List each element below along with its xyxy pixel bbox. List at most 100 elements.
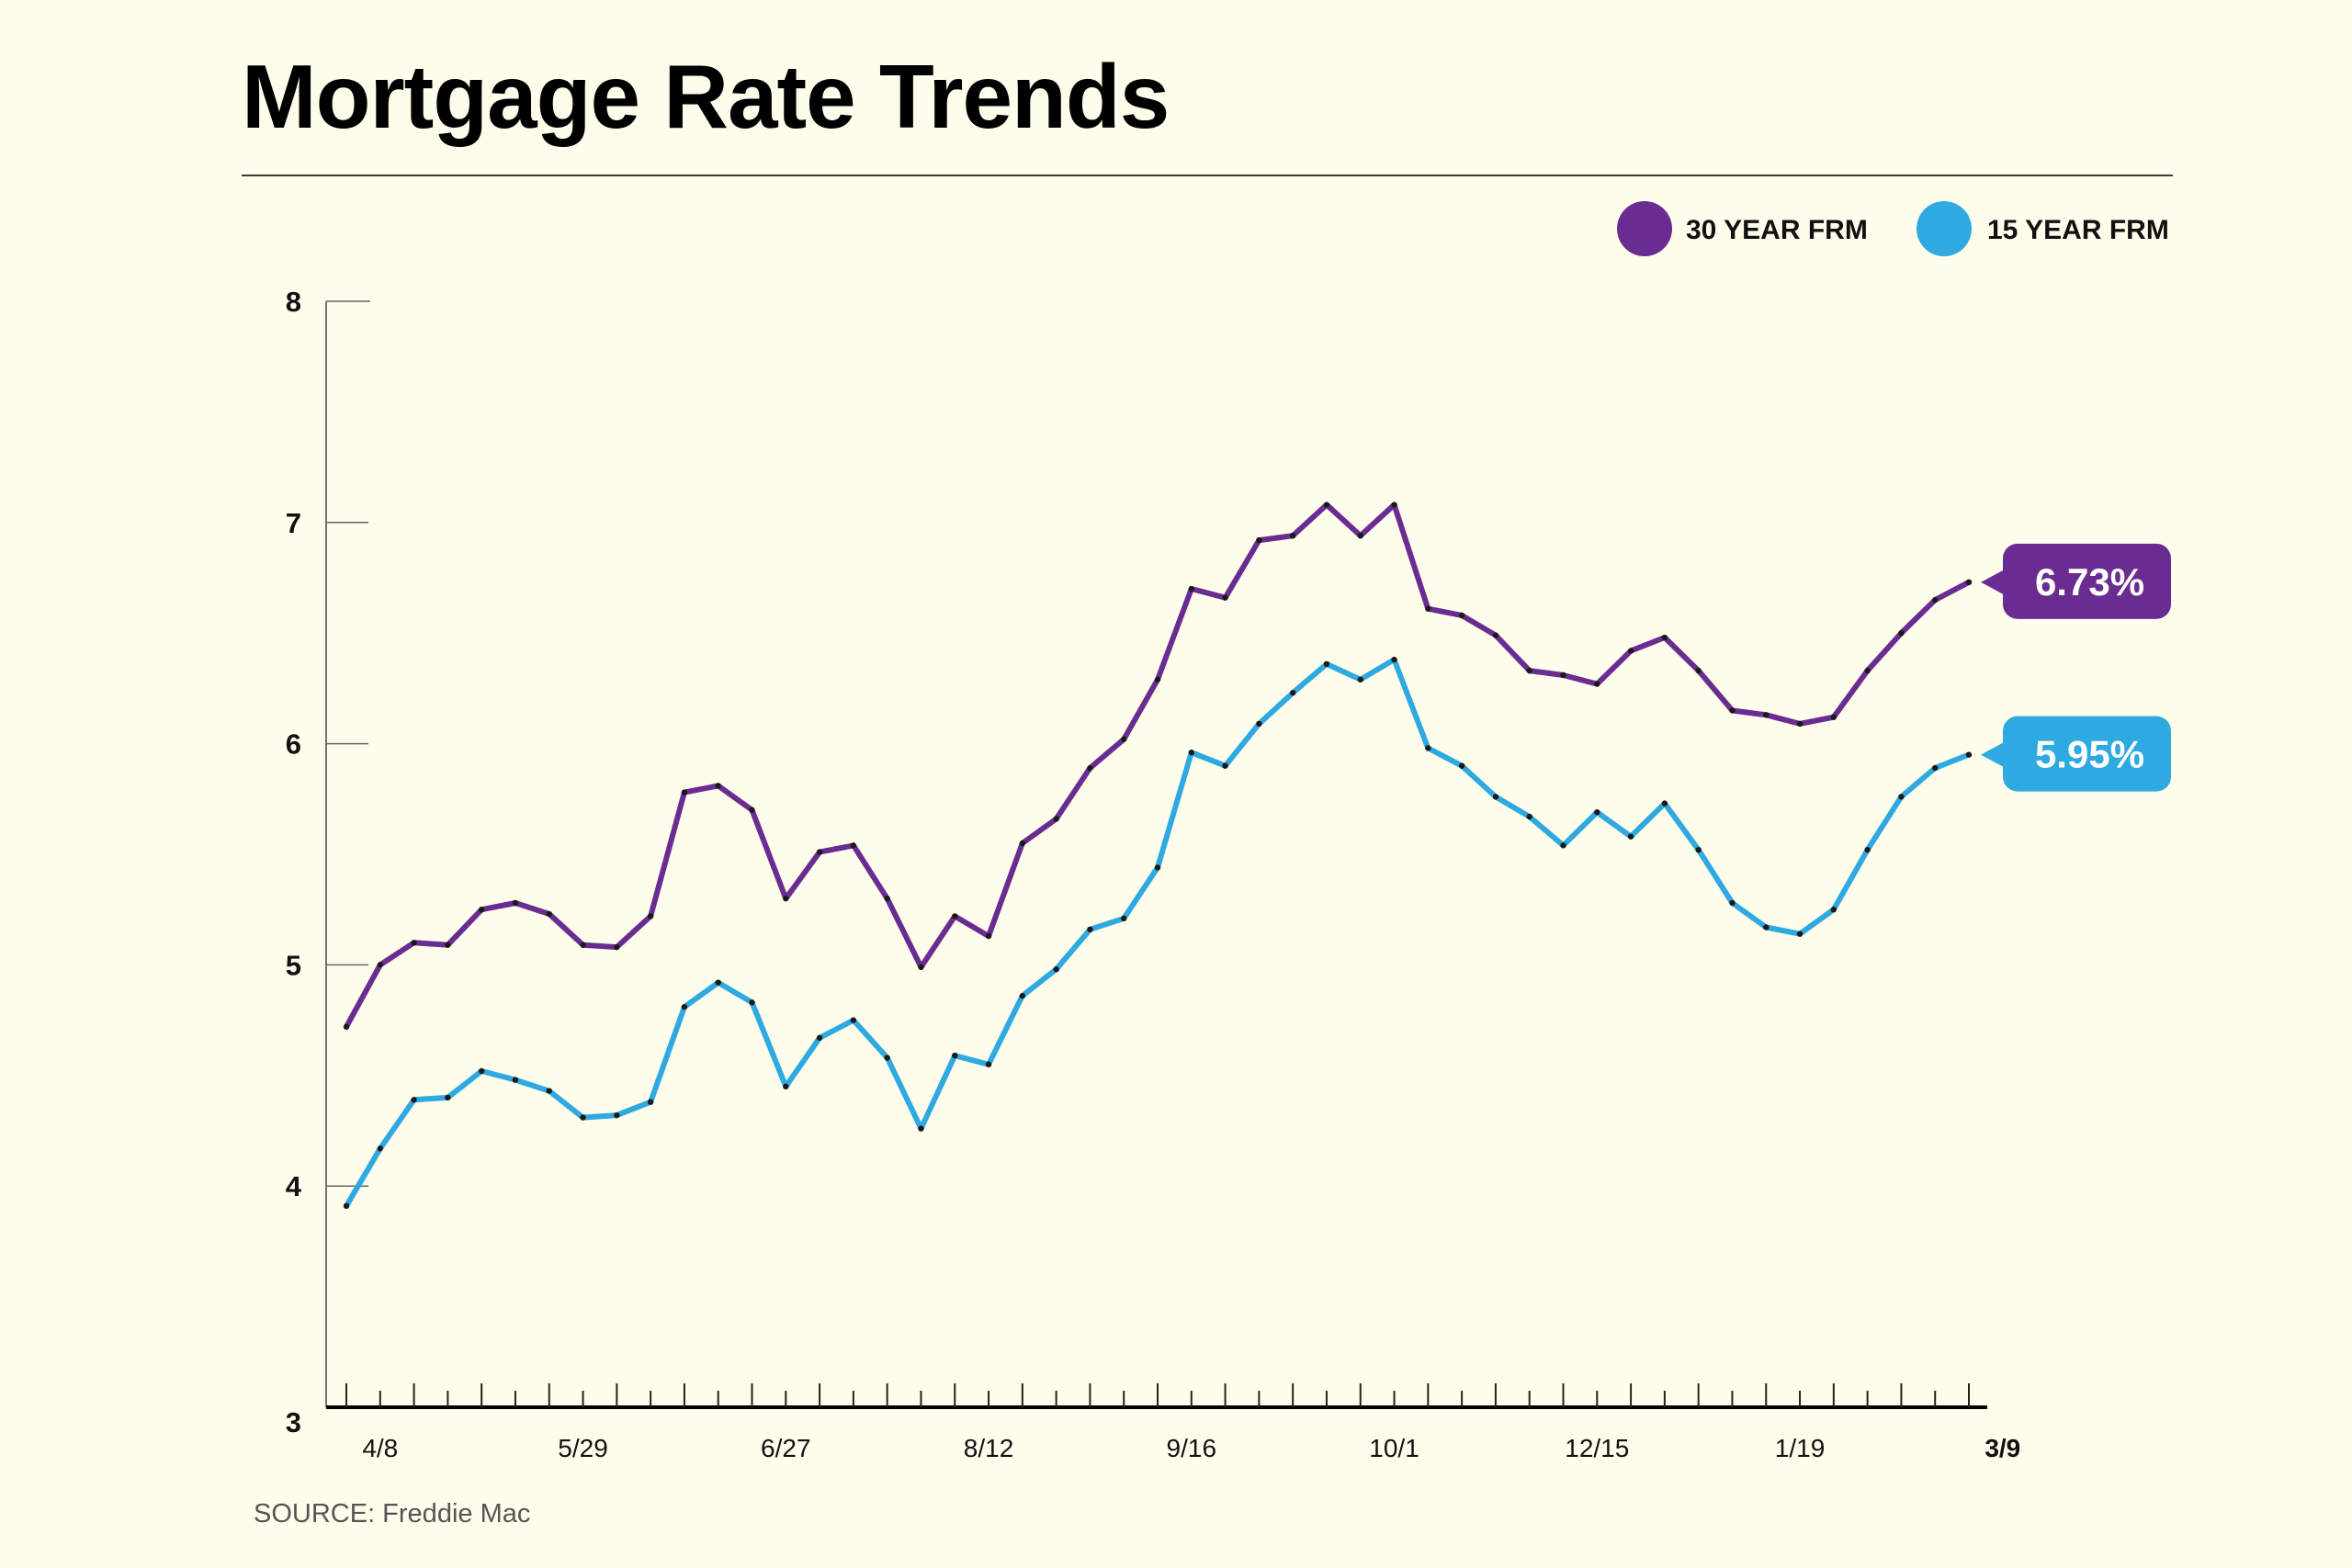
data-point xyxy=(512,1077,519,1083)
data-point xyxy=(1391,656,1397,663)
data-point xyxy=(1932,596,1939,604)
data-point xyxy=(715,783,721,789)
data-point xyxy=(377,1145,383,1152)
data-point xyxy=(749,807,755,814)
data-point xyxy=(1492,632,1499,638)
y-tick-label: 3 xyxy=(286,1406,301,1438)
y-tick-label: 5 xyxy=(286,949,301,981)
data-point xyxy=(918,964,924,971)
series-15yr-end-badge-label: 5.95% xyxy=(2035,733,2144,776)
data-point xyxy=(816,849,823,855)
data-point xyxy=(1526,813,1532,820)
legend-15yr-swatch xyxy=(1917,201,1972,256)
data-point xyxy=(1864,667,1871,674)
data-point xyxy=(985,932,992,940)
data-point xyxy=(343,1202,350,1210)
data-point xyxy=(1796,931,1804,937)
data-point xyxy=(343,1023,350,1031)
data-point xyxy=(952,913,958,919)
data-point xyxy=(614,943,620,951)
x-tick-label: 9/16 xyxy=(1167,1434,1217,1462)
data-point xyxy=(1222,762,1228,769)
data-point xyxy=(1323,502,1330,508)
data-point xyxy=(1087,926,1093,933)
y-tick-label: 6 xyxy=(286,728,301,761)
x-tick-label: 6/27 xyxy=(761,1434,811,1462)
data-point xyxy=(749,999,755,1006)
data-point xyxy=(445,1094,451,1101)
data-point xyxy=(1019,840,1026,847)
series-15yr-end-badge-pointer xyxy=(1981,741,2005,768)
data-point xyxy=(377,962,383,968)
data-point xyxy=(985,1061,992,1067)
series-30yr-end-badge-pointer xyxy=(1981,569,2005,595)
data-point xyxy=(1965,579,1973,586)
data-point xyxy=(512,899,519,907)
data-point xyxy=(1932,764,1939,772)
series-30yr-end-badge xyxy=(2003,543,2171,619)
data-point xyxy=(1391,502,1397,508)
data-point xyxy=(1289,690,1296,696)
data-point xyxy=(816,1034,823,1042)
data-point xyxy=(1425,605,1431,612)
x-tick-label: 10/1 xyxy=(1369,1434,1419,1462)
data-point xyxy=(1965,751,1973,758)
data-point xyxy=(1222,594,1228,601)
data-point xyxy=(952,1052,958,1059)
data-point xyxy=(1627,833,1634,840)
data-point xyxy=(1627,648,1634,654)
data-point xyxy=(478,907,485,913)
data-point xyxy=(411,940,417,946)
y-tick-label: 4 xyxy=(286,1170,302,1202)
legend-30yr-swatch xyxy=(1617,201,1672,256)
legend-30yr-label: 30 YEAR FRM xyxy=(1686,215,1868,245)
data-point xyxy=(1289,533,1296,539)
data-point xyxy=(1053,966,1059,973)
data-point xyxy=(1864,846,1871,853)
series-line-30yr xyxy=(344,502,1972,1030)
data-point xyxy=(1560,671,1566,679)
x-tick-label: 4/8 xyxy=(362,1434,398,1462)
data-point xyxy=(850,1017,857,1023)
data-point xyxy=(580,942,586,948)
data-point xyxy=(1695,846,1702,853)
data-point xyxy=(1898,630,1905,637)
data-point xyxy=(1188,750,1194,756)
data-point xyxy=(1796,720,1804,728)
data-point xyxy=(681,1003,688,1010)
series-15yr-end-badge xyxy=(2003,716,2171,792)
data-point xyxy=(1695,667,1702,674)
series-line-15yr xyxy=(344,657,1972,1209)
data-point xyxy=(1458,612,1465,619)
source-note: SOURCE: Freddie Mac xyxy=(254,1499,531,1529)
data-point xyxy=(1526,667,1532,674)
data-point xyxy=(1357,533,1363,539)
data-point xyxy=(1357,676,1363,682)
data-point xyxy=(1154,676,1161,682)
data-point xyxy=(1188,585,1194,592)
data-point xyxy=(546,910,552,918)
data-point xyxy=(1121,736,1127,742)
data-point xyxy=(783,1083,789,1090)
chart-title: Mortgage Rate Trends xyxy=(242,46,1170,147)
data-point xyxy=(1763,712,1770,718)
data-point xyxy=(580,1114,586,1121)
data-point xyxy=(1763,924,1770,931)
data-point xyxy=(478,1067,485,1075)
data-point xyxy=(1661,634,1668,641)
data-point xyxy=(681,789,688,795)
data-point xyxy=(1256,536,1262,544)
data-point xyxy=(546,1088,552,1094)
data-point xyxy=(1661,800,1668,807)
x-tick-label: 3/9 xyxy=(1984,1434,2020,1462)
x-tick-label: 1/19 xyxy=(1775,1434,1826,1462)
data-point xyxy=(1053,816,1059,822)
data-point xyxy=(614,1111,620,1119)
series-30yr-end-badge-label: 6.73% xyxy=(2035,560,2144,604)
data-point xyxy=(1323,660,1330,668)
data-point xyxy=(1830,907,1838,913)
data-point xyxy=(1830,714,1838,720)
data-point xyxy=(884,1055,890,1061)
data-point xyxy=(1087,764,1093,772)
